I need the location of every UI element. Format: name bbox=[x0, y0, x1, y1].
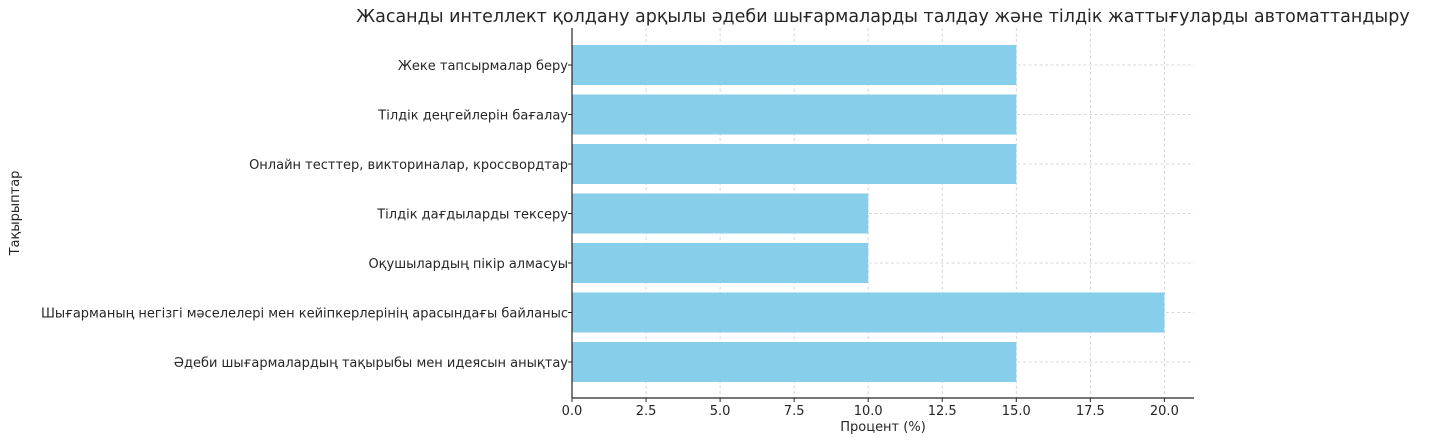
x-tick-label: 7.5 bbox=[784, 404, 805, 419]
y-tick-label: Онлайн тесттер, викториналар, кроссвордт… bbox=[249, 158, 568, 173]
y-tick-label: Оқушылардың пікір алмасуы bbox=[368, 257, 568, 272]
bar bbox=[572, 193, 869, 234]
bar bbox=[572, 144, 1017, 184]
x-tick-label: 10.0 bbox=[854, 404, 883, 419]
bar bbox=[572, 292, 1165, 333]
x-tick-label: 12.5 bbox=[928, 404, 957, 419]
bar bbox=[572, 342, 1017, 382]
x-tick-label: 5.0 bbox=[710, 404, 731, 419]
axes bbox=[568, 28, 1194, 402]
x-tick-label: 2.5 bbox=[636, 404, 657, 419]
x-tick-labels: 0.0 2.5 5.0 7.5 10.0 12.5 15.0 17.5 20.0 bbox=[562, 404, 1179, 419]
y-axis-label: Тақырыптар bbox=[8, 171, 23, 257]
x-axis-label: Процент (%) bbox=[840, 420, 926, 435]
y-tick-label: Тілдік дағдыларды тексеру bbox=[376, 208, 568, 223]
y-tick-label: Шығарманың негізгі мәселелері мен кейіпк… bbox=[41, 307, 568, 322]
bar bbox=[572, 243, 869, 283]
x-tick-label: 15.0 bbox=[1002, 404, 1031, 419]
bar bbox=[572, 94, 1017, 135]
x-tick-label: 17.5 bbox=[1076, 404, 1105, 419]
chart-title: Жасанды интеллект қолдану арқылы әдеби ш… bbox=[356, 7, 1409, 27]
x-tick-label: 20.0 bbox=[1150, 404, 1179, 419]
y-tick-labels: Әдеби шығармалардың тақырыбы мен идеясын… bbox=[41, 59, 568, 371]
bar bbox=[572, 45, 1017, 85]
y-tick-label: Тілдік деңгейлерін бағалау bbox=[377, 109, 568, 124]
y-tick-label: Жеке тапсырмалар беру bbox=[398, 59, 568, 74]
bars bbox=[572, 45, 1165, 382]
x-tick-label: 0.0 bbox=[562, 404, 583, 419]
y-tick-label: Әдеби шығармалардың тақырыбы мен идеясын… bbox=[174, 356, 569, 371]
